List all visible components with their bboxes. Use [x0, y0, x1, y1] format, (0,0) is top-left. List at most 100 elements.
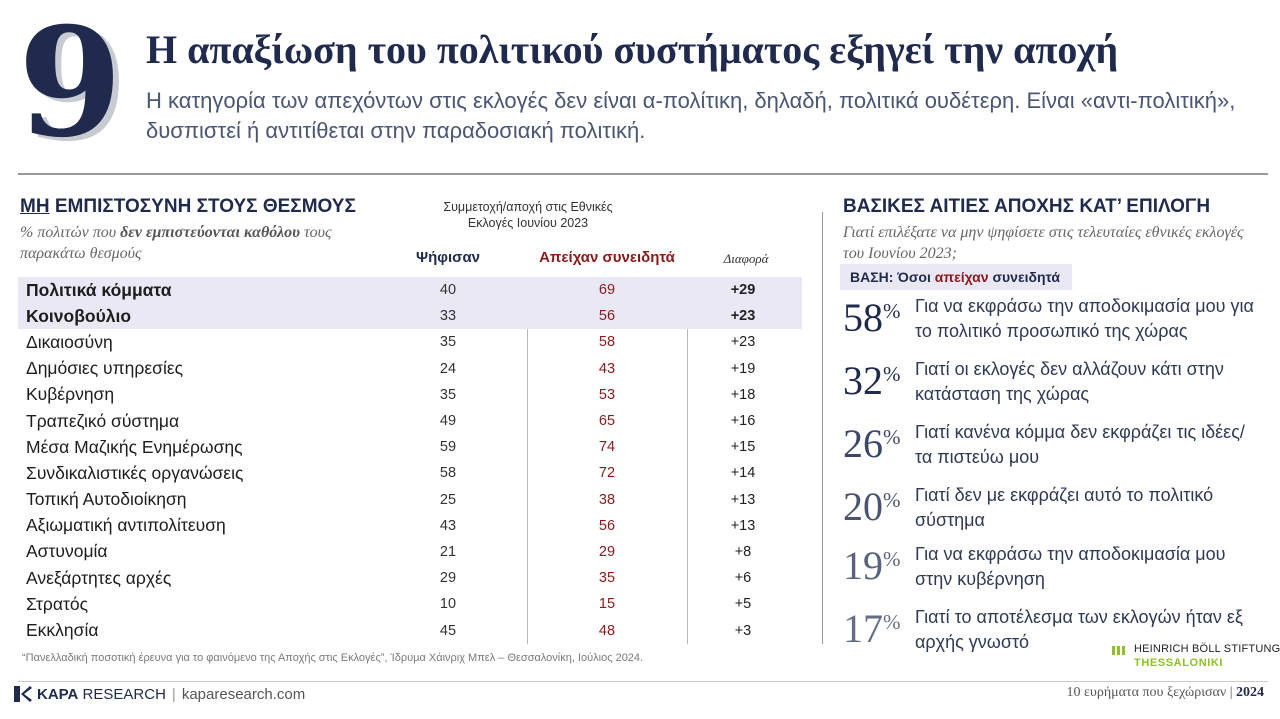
difference-value: +8	[734, 543, 752, 560]
abstained-value: 65	[598, 413, 616, 430]
reason-percent: 19%	[843, 540, 911, 592]
reason-item: 19% Για να εκφράσω την αποδοκιμασία μου σ…	[843, 540, 1268, 596]
table-row: Αστυνομία 21 29 +8	[18, 539, 802, 565]
difference-value: +23	[730, 334, 756, 351]
reason-percent-symbol: %	[883, 547, 901, 571]
reason-item: 20% Γιατί δεν με εκφράζει αυτό το πολιτικ…	[843, 481, 1268, 537]
slide-number-shadow: 9	[24, 0, 129, 175]
voted-value: 49	[439, 413, 457, 430]
table-row: Δικαιοσύνη 35 58 +23	[18, 329, 802, 355]
voted-value: 24	[439, 360, 457, 377]
reason-percent: 26%	[843, 418, 911, 470]
description-post: τους παρακάτω θεσμούς	[20, 224, 332, 262]
abstained-value: 15	[598, 596, 616, 613]
voted-value: 40	[439, 282, 457, 299]
reason-percent-value: 17	[843, 606, 883, 651]
reason-text: Γιατί κανένα κόμμα δεν εκφράζει τις ιδέε…	[915, 422, 1245, 467]
table-row: Μέσα Μαζικής Ενημέρωσης 59 74 +15	[18, 434, 802, 460]
kapa-logo-icon	[14, 686, 32, 702]
section-divider	[822, 212, 823, 644]
reason-text: Για να εκφράσω την αποδοκιμασία μου στην…	[915, 544, 1226, 589]
reason-item: 26% Γιατί κανένα κόμμα δεν εκφράζει τις ι…	[843, 418, 1268, 474]
table-row: Τραπεζικό σύστημα 49 65 +16	[18, 408, 802, 434]
institution-name: Δημόσιες υπηρεσίες	[26, 358, 184, 379]
reason-percent-value: 58	[843, 295, 883, 340]
abstained-value: 56	[598, 517, 616, 534]
table-row: Κυβέρνηση 35 53 +18	[18, 382, 802, 408]
table-row: Αξιωματική αντιπολίτευση 43 56 +13	[18, 513, 802, 539]
voted-value: 59	[439, 439, 457, 456]
description-pre: % πολιτών που	[20, 224, 121, 241]
abstained-value: 38	[598, 491, 616, 508]
abstained-value: 43	[598, 360, 616, 377]
voted-value: 35	[439, 334, 457, 351]
reason-item: 32% Γιατί οι εκλογές δεν αλλάζουν κάτι στ…	[843, 355, 1268, 411]
institution-name: Συνδικαλιστικές οργανώσεις	[26, 462, 244, 483]
difference-value: +5	[734, 596, 752, 613]
page-title: Η απαξίωση του πολιτικού συστήματος εξηγ…	[146, 27, 1119, 72]
table-row: Κοινοβούλιο 33 56 +23	[18, 303, 802, 330]
difference-value: +15	[730, 439, 756, 456]
table-row: Συνδικαλιστικές οργανώσεις 58 72 +14	[18, 460, 802, 486]
voted-value: 43	[439, 517, 457, 534]
reason-percent-value: 20	[843, 484, 883, 529]
base-highlight: απείχαν	[934, 269, 989, 285]
voted-value: 35	[439, 386, 457, 403]
kapa-brand-rest: RESEARCH	[78, 685, 166, 703]
reason-percent: 20%	[843, 481, 911, 533]
reason-text: Γιατί το αποτέλεσμα των εκλογών ήταν εξ …	[915, 607, 1243, 652]
difference-value: +13	[730, 517, 756, 534]
table-row: Εκκλησία 45 48 +3	[18, 617, 802, 643]
column-header-difference: Διαφορά	[723, 251, 769, 266]
kapa-brand: KAPA RESEARCH	[37, 686, 166, 703]
hbs-logo-icon	[1112, 646, 1125, 655]
reason-item: 17% Γιατί το αποτέλεσμα των εκλογών ήταν …	[843, 603, 1268, 659]
difference-value: +23	[730, 308, 756, 325]
column-header-abstained: Απείχαν συνειδητά	[539, 249, 675, 266]
footer-caption-text: 10 ευρήματα που ξεχώρισαν	[1066, 685, 1227, 700]
reason-percent-symbol: %	[883, 425, 901, 449]
institution-name: Στρατός	[26, 593, 89, 614]
difference-value: +19	[730, 360, 756, 377]
reason-percent-symbol: %	[883, 488, 901, 512]
column-group-label: Συμμετοχή/αποχή στις Εθνικές Εκλογές Ιου…	[443, 200, 613, 230]
reason-text: Γιατί δεν με εκφράζει αυτό το πολιτικό σ…	[915, 485, 1214, 530]
trust-section-heading: ΜΗ ΕΜΠΙΣΤΟΣΥΝΗ ΣΤΟΥΣ ΘΕΣΜΟΥΣ	[20, 196, 356, 218]
page-subtitle: Η κατηγορία των απεχόντων στις εκλογές δ…	[146, 88, 1236, 143]
kapa-website-link[interactable]: kaparesearch.com	[181, 685, 306, 703]
source-note: “Πανελλαδική ποσοτική έρευνα για το φαιν…	[22, 652, 644, 664]
kapa-research-logo[interactable]: KAPA RESEARCH | kaparesearch.com	[14, 685, 305, 703]
reason-percent-symbol: %	[883, 362, 901, 386]
table-row: Πολιτικά κόμματα 40 69 +29	[18, 277, 802, 304]
institution-name: Κοινοβούλιο	[26, 305, 132, 326]
reason-percent-value: 19	[843, 543, 883, 588]
reasons-section-heading: ΒΑΣΙΚΕΣ ΑΙΤΙΕΣ ΑΠΟΧΗΣ ΚΑΤ’ ΕΠΙΛΟΓΗ	[843, 196, 1211, 217]
trust-section-description: % πολιτών που δεν εμπιστεύονται καθόλου …	[20, 222, 400, 264]
table-row: Τοπική Αυτοδιοίκηση 25 38 +13	[18, 487, 802, 513]
institution-name: Τραπεζικό σύστημα	[26, 410, 180, 431]
difference-value: +18	[730, 386, 756, 403]
voted-value: 58	[439, 465, 457, 482]
reason-percent: 17%	[843, 603, 911, 655]
base-post: συνειδητά	[988, 269, 1061, 285]
difference-value: +16	[730, 413, 756, 430]
column-divider	[527, 277, 528, 644]
table-row: Στρατός 10 15 +5	[18, 591, 802, 617]
table-row: Ανεξάρτητες αρχές 29 35 +6	[18, 565, 802, 591]
reason-percent-value: 26	[843, 421, 883, 466]
heinrich-boll-logo: HEINRICH BÖLL STIFTUNG THESSALONIKI	[1112, 643, 1280, 671]
abstained-value: 58	[598, 334, 616, 351]
difference-value: +3	[734, 622, 752, 639]
institution-name: Μέσα Μαζικής Ενημέρωσης	[26, 436, 243, 457]
difference-value: +13	[730, 491, 756, 508]
institution-name: Ανεξάρτητες αρχές	[26, 567, 172, 588]
description-bold: δεν εμπιστεύονται καθόλου	[120, 224, 300, 241]
voted-value: 10	[439, 596, 457, 613]
voted-value: 45	[439, 622, 457, 639]
footer-separator: |	[171, 685, 176, 703]
slide-number: 9 9	[18, 8, 138, 162]
institution-name: Αξιωματική αντιπολίτευση	[26, 515, 226, 536]
footer-year: 2024	[1236, 685, 1264, 700]
kapa-brand-bold: KAPA	[37, 685, 79, 703]
abstained-value: 56	[598, 308, 616, 325]
